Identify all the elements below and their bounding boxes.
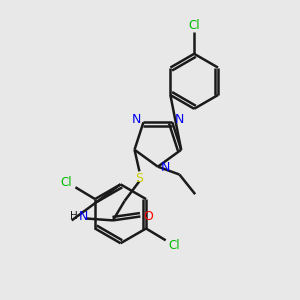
Text: H: H: [70, 212, 77, 221]
Text: N: N: [175, 113, 184, 126]
Text: S: S: [135, 172, 143, 185]
Text: Cl: Cl: [169, 239, 180, 252]
Text: Cl: Cl: [61, 176, 72, 189]
Text: Cl: Cl: [188, 19, 200, 32]
Text: N: N: [132, 113, 141, 126]
Text: N: N: [161, 161, 170, 174]
Text: O: O: [143, 210, 153, 223]
Text: N: N: [79, 210, 88, 223]
